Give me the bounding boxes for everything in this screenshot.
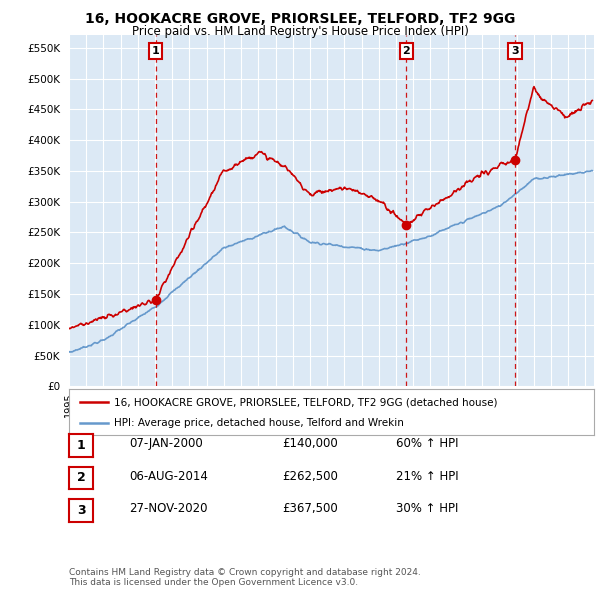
- Text: 27-NOV-2020: 27-NOV-2020: [129, 502, 208, 515]
- Text: 16, HOOKACRE GROVE, PRIORSLEE, TELFORD, TF2 9GG (detached house): 16, HOOKACRE GROVE, PRIORSLEE, TELFORD, …: [113, 397, 497, 407]
- Text: 21% ↑ HPI: 21% ↑ HPI: [396, 470, 458, 483]
- Text: 16, HOOKACRE GROVE, PRIORSLEE, TELFORD, TF2 9GG: 16, HOOKACRE GROVE, PRIORSLEE, TELFORD, …: [85, 12, 515, 26]
- Text: HPI: Average price, detached house, Telford and Wrekin: HPI: Average price, detached house, Telf…: [113, 418, 404, 428]
- Text: £262,500: £262,500: [282, 470, 338, 483]
- Text: Contains HM Land Registry data © Crown copyright and database right 2024.
This d: Contains HM Land Registry data © Crown c…: [69, 568, 421, 587]
- Text: 3: 3: [511, 46, 519, 56]
- Text: 07-JAN-2000: 07-JAN-2000: [129, 437, 203, 450]
- Text: 1: 1: [77, 439, 85, 452]
- Text: 1: 1: [152, 46, 160, 56]
- Text: 30% ↑ HPI: 30% ↑ HPI: [396, 502, 458, 515]
- Text: 06-AUG-2014: 06-AUG-2014: [129, 470, 208, 483]
- Text: £367,500: £367,500: [282, 502, 338, 515]
- Text: £140,000: £140,000: [282, 437, 338, 450]
- Text: 2: 2: [403, 46, 410, 56]
- Text: 3: 3: [77, 504, 85, 517]
- Text: Price paid vs. HM Land Registry's House Price Index (HPI): Price paid vs. HM Land Registry's House …: [131, 25, 469, 38]
- Text: 60% ↑ HPI: 60% ↑ HPI: [396, 437, 458, 450]
- Text: 2: 2: [77, 471, 85, 484]
